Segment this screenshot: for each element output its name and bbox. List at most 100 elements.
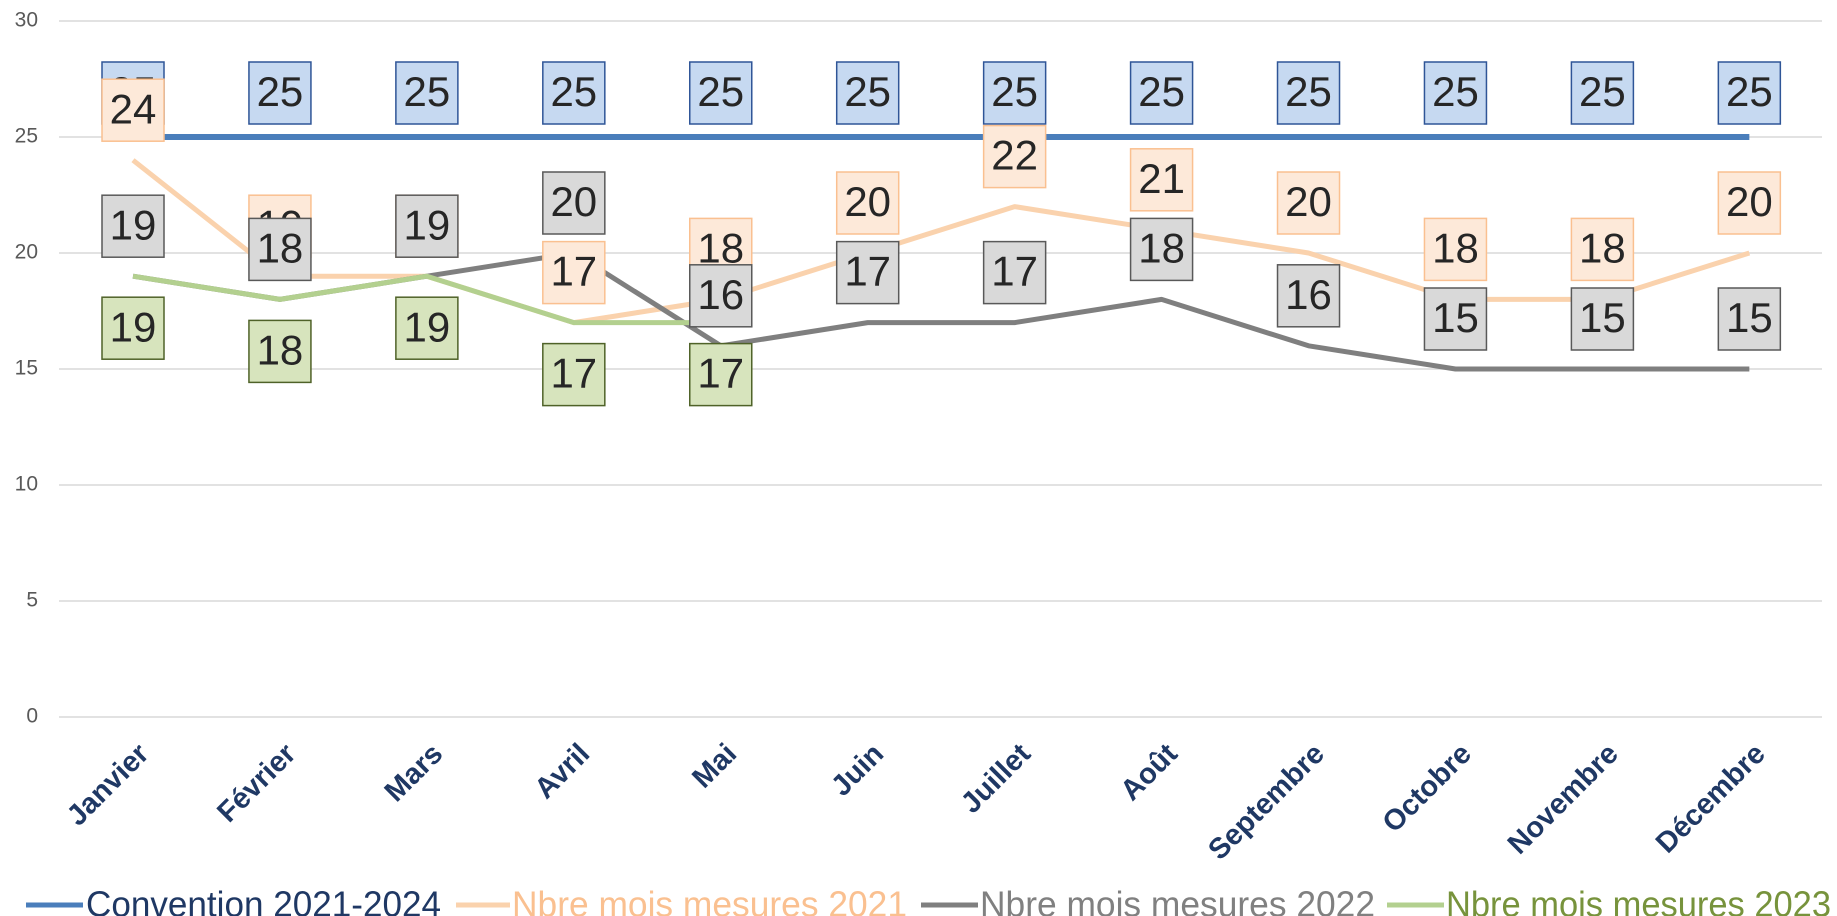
y-tick-label: 25 <box>15 125 38 148</box>
data-label-box <box>982 240 1047 305</box>
data-label-box <box>1570 217 1635 282</box>
data-label: 20 <box>844 178 891 225</box>
data-label-box <box>101 194 165 258</box>
data-label: 15 <box>1579 294 1626 341</box>
data-label-box <box>689 342 753 407</box>
data-label: 17 <box>550 350 597 397</box>
x-tick-label: Août <box>1115 737 1185 807</box>
data-label-box <box>1129 61 1194 125</box>
legend-label: Nbre mois mesures 2021 <box>512 884 907 916</box>
x-tick-label: Mai <box>686 738 743 795</box>
data-label: 25 <box>697 68 744 115</box>
x-tick-label: Juillet <box>955 738 1037 820</box>
data-label: 17 <box>550 248 597 295</box>
data-label-box <box>1276 264 1341 328</box>
data-label-box <box>1570 287 1635 351</box>
data-label-box <box>1129 217 1194 282</box>
data-label: 25 <box>404 68 451 115</box>
data-label: 15 <box>1432 294 1479 341</box>
data-label: 20 <box>1726 178 1773 225</box>
data-label: 19 <box>110 303 157 350</box>
legend-label: Convention 2021-2024 <box>86 884 441 916</box>
data-label-box <box>1276 171 1341 235</box>
data-label-box <box>542 342 606 407</box>
y-tick-label: 15 <box>15 357 38 380</box>
data-label: 22 <box>991 132 1038 179</box>
data-label-box <box>1717 171 1782 235</box>
data-label: 19 <box>404 201 451 248</box>
data-label-box <box>101 296 165 360</box>
data-label: 25 <box>1726 68 1773 115</box>
y-tick-label: 5 <box>26 589 38 612</box>
data-label: 17 <box>991 248 1038 295</box>
data-label: 19 <box>404 303 451 350</box>
data-label: 19 <box>110 201 157 248</box>
data-label: 25 <box>1579 68 1626 115</box>
data-label-box <box>1129 148 1194 212</box>
data-label-box <box>542 171 606 235</box>
series-line <box>132 273 721 326</box>
y-tick-label: 20 <box>15 241 38 264</box>
x-tick-label: Octobre <box>1377 738 1478 839</box>
data-label: 16 <box>1285 271 1332 318</box>
data-label: 25 <box>1285 68 1332 115</box>
data-label-box <box>1423 217 1488 282</box>
data-label-box <box>1423 287 1488 351</box>
data-label-box <box>689 264 753 328</box>
data-label-box <box>248 61 312 125</box>
data-label-box <box>395 194 459 258</box>
data-label: 25 <box>550 68 597 115</box>
data-label-box <box>982 124 1047 189</box>
data-label-box <box>835 61 900 125</box>
data-label: 18 <box>257 326 304 373</box>
data-label: 18 <box>257 224 304 271</box>
data-label-box <box>395 61 459 125</box>
data-label: 17 <box>697 350 744 397</box>
legend-label: Nbre mois mesures 2022 <box>980 884 1375 916</box>
x-tick-label: Décembre <box>1650 738 1772 860</box>
data-label-box <box>835 171 900 235</box>
x-tick-label: Mars <box>379 738 450 809</box>
data-label-box <box>395 296 459 360</box>
data-label: 20 <box>1285 178 1332 225</box>
data-label: 18 <box>1579 224 1626 271</box>
x-tick-label: Novembre <box>1502 738 1625 861</box>
data-label-box <box>835 240 900 305</box>
data-label: 15 <box>1726 294 1773 341</box>
data-label-box <box>982 61 1047 125</box>
x-tick-label: Juin <box>825 738 890 803</box>
y-tick-label: 10 <box>15 473 38 496</box>
data-label-box <box>101 78 165 142</box>
data-label-box <box>1276 61 1341 125</box>
legend-label: Nbre mois mesures 2023 <box>1446 884 1831 916</box>
data-label-box <box>1570 61 1635 125</box>
data-label: 18 <box>1138 224 1185 271</box>
x-tick-label: Septembre <box>1202 738 1331 867</box>
data-label: 17 <box>844 248 891 295</box>
data-label-box <box>689 61 753 125</box>
data-label-box <box>248 217 312 282</box>
data-label: 25 <box>1138 68 1185 115</box>
data-label: 25 <box>257 68 304 115</box>
data-label: 21 <box>1138 155 1185 202</box>
series-line <box>132 250 1750 372</box>
x-tick-label: Janvier <box>61 738 155 832</box>
data-label-box <box>1717 61 1782 125</box>
data-label: 25 <box>1432 68 1479 115</box>
data-label: 25 <box>991 68 1038 115</box>
x-tick-label: Février <box>211 738 302 829</box>
data-label: 24 <box>110 85 157 132</box>
series-line <box>131 158 1751 326</box>
data-label-box <box>542 61 606 125</box>
data-label: 16 <box>697 271 744 318</box>
data-label: 25 <box>844 68 891 115</box>
data-label: 20 <box>550 178 597 225</box>
data-label-box <box>542 240 606 305</box>
data-label-box <box>248 319 312 384</box>
x-tick-label: Avril <box>529 738 596 805</box>
y-tick-label: 30 <box>15 9 38 32</box>
data-label: 18 <box>697 224 744 271</box>
data-label-box <box>1717 287 1782 351</box>
data-label-box <box>1423 61 1488 125</box>
